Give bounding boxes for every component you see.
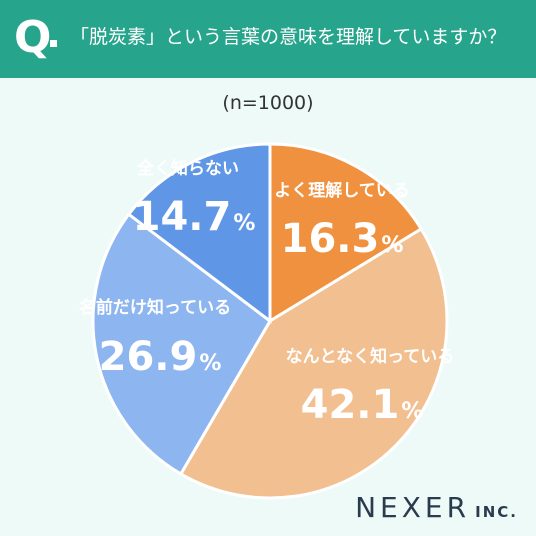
slice-label: よく理解している [274, 180, 410, 201]
pie-slice [126, 142, 272, 325]
q-dot [50, 40, 57, 47]
slice-value: 26.9% [99, 334, 222, 380]
brand-suffix: INC. [475, 503, 518, 521]
question-title: 「脱炭素」という言葉の意味を理解していますか？ [70, 26, 507, 48]
slice-label: 名前だけ知っている [79, 297, 231, 318]
pie-slice [268, 142, 424, 324]
pie-slice [91, 212, 272, 476]
pie-slices [91, 142, 449, 500]
slice-label: 全く知らない [136, 158, 239, 179]
slice-value: 16.3% [281, 216, 404, 262]
pie-slice [178, 226, 449, 500]
header-bar: Q 「脱炭素」という言葉の意味を理解していますか？ [0, 0, 536, 78]
brand-logo: NEXER INC. [355, 491, 518, 524]
slice-label: なんとなく知っている [286, 346, 455, 367]
slice-value: 14.7% [133, 194, 256, 240]
sample-size-note: (n=1000) [222, 92, 314, 114]
slice-value: 42.1% [301, 382, 424, 428]
brand-name: NEXER [355, 491, 471, 524]
pie-labels: よく理解している 16.3% なんとなく知っている 42.1% 名前だけ知っている 26.… [79, 158, 454, 428]
q-mark: Q [14, 12, 52, 63]
